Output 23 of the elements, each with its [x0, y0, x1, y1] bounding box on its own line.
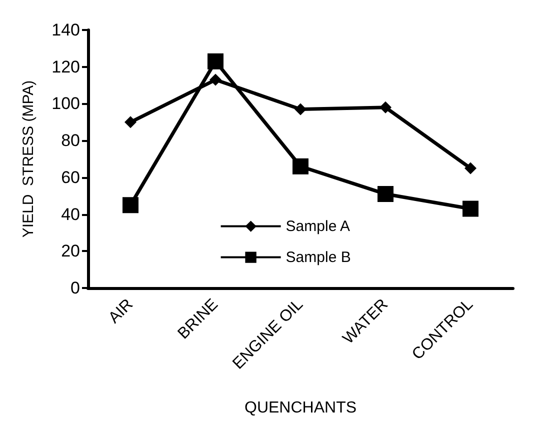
y-tick-label: 80	[61, 131, 80, 150]
point	[464, 162, 476, 174]
point	[380, 101, 392, 114]
y-tick-label: 0	[70, 278, 80, 298]
point	[294, 103, 306, 116]
y-tick-label: 60	[61, 168, 80, 187]
y-axis-title: YIELD STRESS (MPA)	[20, 80, 37, 238]
point	[124, 116, 136, 128]
point	[462, 200, 478, 217]
point	[378, 186, 394, 202]
point	[122, 197, 138, 214]
legend-label: Sample B	[286, 248, 351, 266]
point	[292, 158, 308, 174]
point	[208, 53, 224, 70]
point	[210, 74, 222, 86]
y-tick-label: 100	[52, 94, 80, 114]
y-tick-label: 120	[52, 57, 80, 76]
legend-label: Sample A	[286, 218, 350, 235]
y-tick-label: 20	[61, 242, 80, 261]
y-tick-label: 40	[61, 204, 80, 224]
x-tick-label: AIR	[106, 296, 137, 327]
x-axis-title: QUENCHANTS	[244, 400, 357, 416]
y-tick-label: 140	[52, 20, 80, 40]
